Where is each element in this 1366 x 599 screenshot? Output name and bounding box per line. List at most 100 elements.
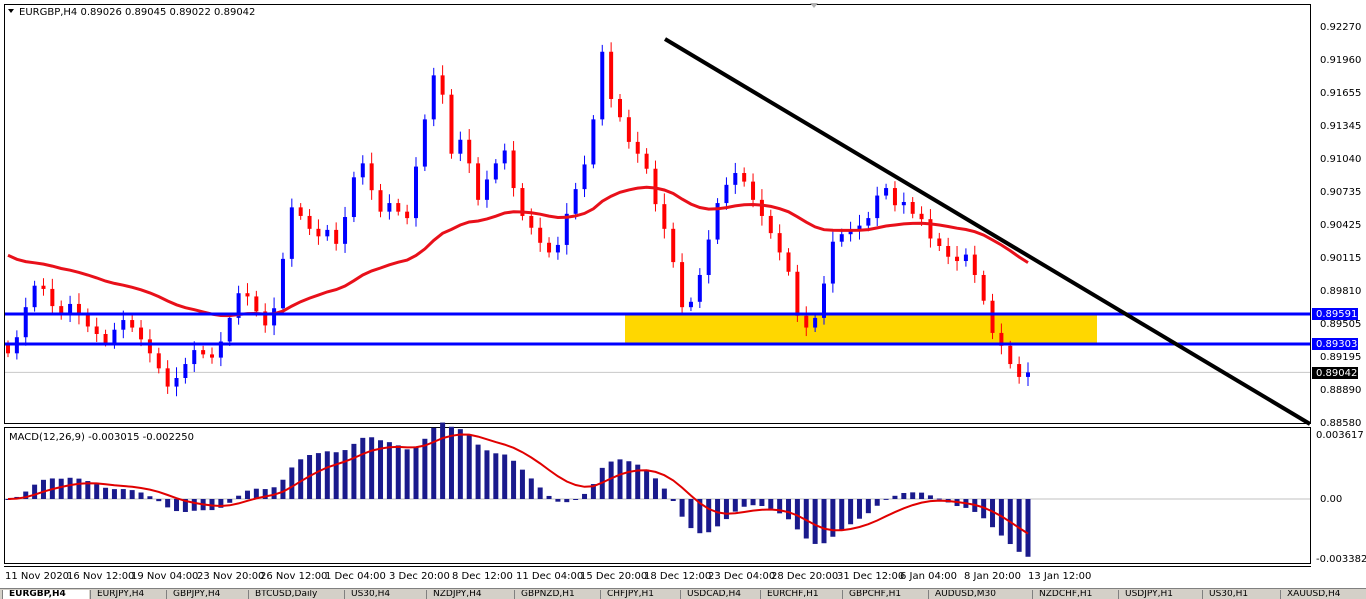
macd-bar: [706, 499, 712, 533]
tab-btcusd-daily[interactable]: BTCUSD,Daily: [248, 590, 343, 599]
candle-body: [910, 202, 915, 214]
descending-trendline[interactable]: [663, 37, 1312, 426]
macd-header: MACD(12,26,9) -0.003015 -0.002250: [9, 432, 194, 443]
macd-bar: [94, 484, 100, 499]
macd-bar: [156, 499, 162, 502]
candle-body: [130, 320, 135, 328]
candle-body: [1017, 364, 1022, 377]
macd-bar: [360, 437, 366, 499]
candle-body: [502, 150, 507, 164]
bear-candle: [635, 131, 640, 163]
chart-menu-arrow-icon[interactable]: [8, 9, 14, 13]
macd-bar: [129, 490, 135, 499]
bull-candle: [866, 211, 871, 232]
candle-body: [813, 317, 818, 328]
price-panel-frame: [4, 4, 1311, 424]
macd-bar: [564, 499, 570, 503]
tab-us30-h4[interactable]: US30,H4: [344, 590, 425, 599]
candle-body: [928, 219, 933, 239]
price-tick: 0.89810: [1320, 286, 1361, 297]
candle-body: [32, 285, 37, 308]
macd-bar: [786, 499, 792, 520]
candle-body: [307, 215, 312, 229]
bear-candle: [263, 303, 268, 333]
macd-bar: [990, 499, 996, 528]
candle-body: [484, 179, 489, 200]
tab-gbpchf-h1[interactable]: GBPCHF,H1: [842, 590, 927, 599]
macd-bar: [759, 499, 765, 507]
macd-bar: [679, 499, 685, 517]
candle-body: [538, 227, 543, 243]
chart-shift-icon[interactable]: [810, 3, 818, 8]
bull-candle: [884, 183, 889, 200]
candle-body: [591, 119, 596, 165]
bear-candle: [85, 308, 90, 333]
candle-body: [351, 177, 356, 218]
tab-eurgbp-h4[interactable]: EURGBP,H4: [2, 590, 89, 599]
candle-body: [662, 204, 667, 229]
tab-nzdchf-h1[interactable]: NZDCHF,H1: [1032, 590, 1117, 599]
candle-body: [422, 119, 427, 167]
candle-body: [777, 233, 782, 253]
price-tick: 0.89505: [1320, 319, 1361, 330]
time-tick: 16 Nov 12:00: [67, 571, 134, 582]
macd-bar: [652, 478, 658, 499]
candle-body: [440, 75, 445, 95]
resistance-price-label: 0.89591: [1316, 309, 1357, 320]
candle-body: [396, 203, 401, 212]
candle-body: [1008, 345, 1013, 365]
bull-candle: [272, 297, 277, 336]
bull-candle: [422, 114, 427, 172]
tab-xauusd-h4[interactable]: XAUUSD,H4: [1280, 590, 1366, 599]
macd-bar: [812, 499, 818, 544]
macd-bar: [298, 459, 304, 499]
bear-candle: [547, 237, 552, 258]
macd-bar: [76, 478, 82, 499]
bear-candle: [41, 278, 46, 296]
tab-usdjpy-h1[interactable]: USDJPY,H1: [1118, 590, 1201, 599]
bear-candle: [804, 306, 809, 337]
tab-gbpjpy-h4[interactable]: GBPJPY,H4: [166, 590, 247, 599]
macd-bar: [670, 499, 676, 502]
macd-bar: [582, 493, 588, 499]
tab-chfjpy-h1[interactable]: CHFJPY,H1: [600, 590, 679, 599]
macd-bar: [874, 499, 880, 506]
bear-candle: [298, 203, 303, 220]
candle-body: [431, 75, 436, 120]
candle-body: [680, 262, 685, 308]
bear-candle: [396, 198, 401, 216]
bear-candle: [316, 219, 321, 245]
bull-candle: [857, 214, 862, 240]
tab-nzdjpy-h4[interactable]: NZDJPY,H4: [426, 590, 513, 599]
resistance-price-label-bg: [1312, 308, 1358, 320]
tab-usdcad-h4[interactable]: USDCAD,H4: [680, 590, 759, 599]
macd-bar: [777, 499, 783, 514]
bull-candle: [351, 171, 356, 223]
bear-candle: [742, 167, 747, 187]
tab-eurjpy-h4[interactable]: EURJPY,H4: [90, 590, 165, 599]
candle-body: [272, 308, 277, 326]
macd-bar: [253, 488, 259, 499]
candle-body: [635, 141, 640, 154]
candle-body: [697, 274, 702, 302]
candle-body: [218, 341, 223, 358]
tab-gbpnzd-h1[interactable]: GBPNZD,H1: [514, 590, 599, 599]
candle-body: [618, 98, 622, 118]
candle-body: [963, 254, 968, 262]
candle-body: [653, 168, 658, 205]
candle-body: [23, 307, 28, 338]
macd-bar: [431, 427, 437, 499]
tab-us30-h1[interactable]: US30,H1: [1202, 590, 1279, 599]
candle-body: [280, 258, 285, 309]
candle-body: [751, 181, 756, 200]
macd-bar: [85, 481, 91, 499]
macd-bar: [457, 429, 463, 499]
price-tick: 0.88580: [1320, 418, 1361, 429]
macd-bar: [218, 499, 224, 508]
bear-candle: [334, 222, 339, 251]
candle-body: [848, 229, 853, 235]
symbol-header: EURGBP,H4 0.89026 0.89045 0.89022 0.8904…: [19, 7, 255, 18]
tab-audusd-m30[interactable]: AUDUSD,M30: [928, 590, 1031, 599]
tab-eurchf-h1[interactable]: EURCHF,H1: [760, 590, 841, 599]
